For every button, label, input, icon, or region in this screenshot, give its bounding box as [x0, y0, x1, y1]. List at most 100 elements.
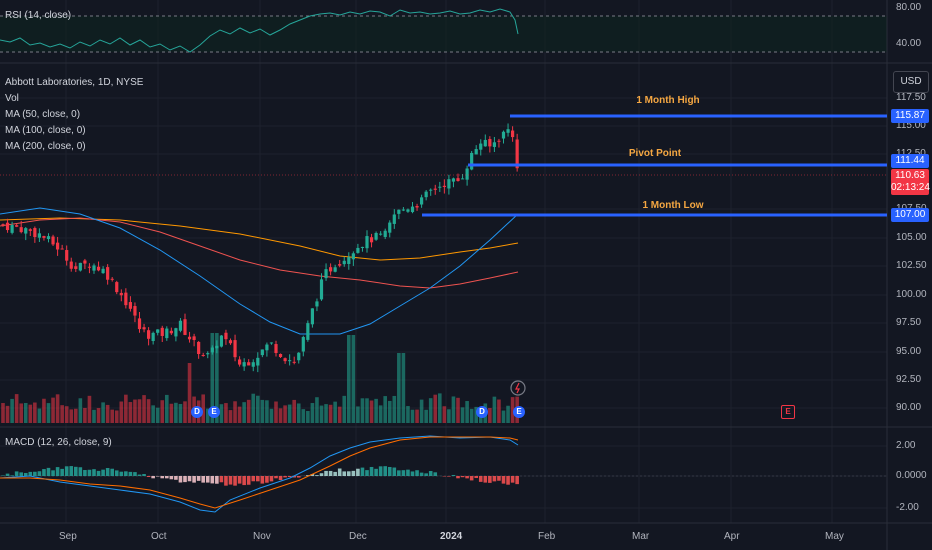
macd-bar [133, 472, 137, 476]
volume-bar [146, 399, 151, 423]
candle-body [178, 320, 183, 331]
volume-bar [201, 394, 205, 423]
legend-ma-100[interactable]: MA (100, close, 0) [5, 125, 86, 136]
volume-bar [51, 397, 55, 423]
macd-title[interactable]: MACD (12, 26, close, 9) [5, 437, 112, 448]
macd-bar [510, 476, 515, 483]
symbol-title[interactable]: Abbott Laboratories, 1D, NYSE [5, 77, 144, 88]
volume-bar [469, 408, 474, 423]
volume-bar [510, 397, 515, 423]
candle-body [492, 142, 496, 147]
dividend-badge-2[interactable]: D [476, 406, 488, 418]
candle-body [174, 328, 178, 337]
earnings-badge-2[interactable]: E [513, 406, 525, 418]
candle-body [501, 131, 506, 139]
volume-bar [351, 335, 356, 423]
macd-histogram [1, 466, 519, 486]
volume-bar [497, 399, 501, 423]
grid [0, 0, 887, 523]
macd-bar [424, 473, 428, 476]
macd-bar [210, 476, 215, 484]
candle-body [470, 152, 474, 170]
volume-bar [28, 404, 33, 423]
pivot-price-tag: 111.44 [891, 154, 929, 168]
macd-bar [397, 470, 401, 476]
candlesticks[interactable] [1, 123, 519, 373]
macd-bar [347, 471, 351, 476]
candle-body [197, 341, 201, 355]
rsi-title[interactable]: RSI (14, close) [5, 10, 72, 21]
pivot-point-label: Pivot Point [628, 148, 682, 159]
macd-bar [105, 468, 110, 476]
macd-scale-minus-2: -2.00 [896, 502, 919, 513]
volume-bar [187, 363, 192, 423]
volume-bar [114, 410, 119, 423]
volume-bar [74, 408, 78, 423]
candle-body [374, 232, 378, 240]
macd-bar [333, 471, 337, 476]
volume-bar [269, 408, 274, 423]
candle-body [383, 230, 387, 237]
macd-bar [274, 476, 278, 479]
volume-bar [296, 403, 301, 423]
volume-bar [83, 407, 87, 423]
volume-bar [105, 404, 110, 423]
volume-bar [369, 400, 374, 423]
volume-bar [401, 353, 406, 423]
macd-bar [14, 471, 19, 476]
macd-bar [460, 476, 465, 478]
earnings-alert-icon[interactable] [510, 380, 526, 396]
volume-bar [442, 406, 447, 423]
macd-signal-line [0, 436, 519, 509]
time-label-apr: Apr [724, 531, 740, 542]
macd-bar [78, 467, 83, 476]
last-price-tag: 110.63 [891, 169, 929, 183]
time-label-may: May [825, 531, 844, 542]
macd-bar [92, 469, 96, 476]
volume-bar [42, 398, 46, 423]
candle-body [392, 214, 396, 224]
legend-ma-50[interactable]: MA (50, close, 0) [5, 109, 81, 120]
candle-body [460, 178, 465, 180]
macd-bar [342, 471, 347, 476]
macd-bar [478, 476, 483, 482]
candle-body [329, 267, 333, 272]
macd-bar [64, 466, 69, 476]
legend-ma-200[interactable]: MA (200, close, 0) [5, 141, 86, 152]
earnings-badge-1[interactable]: E [208, 406, 220, 418]
candle-body [137, 318, 142, 330]
macd-bar [419, 472, 424, 476]
volume-bar [124, 394, 128, 423]
macd-bar [178, 476, 183, 483]
macd-bar [142, 473, 146, 476]
volume-bar [14, 394, 19, 423]
macd-bar [501, 476, 506, 484]
candle-body [283, 358, 287, 362]
dividend-badge-1[interactable]: D [191, 406, 203, 418]
macd-bar [146, 476, 151, 478]
candle-body [1, 224, 5, 226]
volume-bar [342, 395, 347, 423]
candle-body [169, 330, 173, 334]
macd-bar [310, 474, 315, 476]
candle-body [142, 327, 146, 330]
earnings-badge-upcoming[interactable]: E [781, 405, 795, 419]
candle-body [388, 222, 392, 233]
legend-volume[interactable]: Vol [5, 93, 19, 104]
volume-bar [92, 409, 96, 423]
volume-bar [55, 394, 60, 423]
volume-bar [246, 399, 251, 423]
volume-bar [178, 403, 183, 423]
candle-body [488, 139, 492, 147]
candle-body [224, 332, 228, 340]
currency-button[interactable]: USD [893, 71, 929, 93]
macd-bar [392, 467, 397, 476]
macd-bar [87, 469, 92, 476]
macd-bar [228, 476, 233, 485]
volume-bar [383, 396, 387, 423]
macd-bar [328, 470, 333, 476]
volume-bar [378, 405, 383, 423]
macd-bar [383, 466, 387, 476]
macd-bar [365, 470, 369, 476]
